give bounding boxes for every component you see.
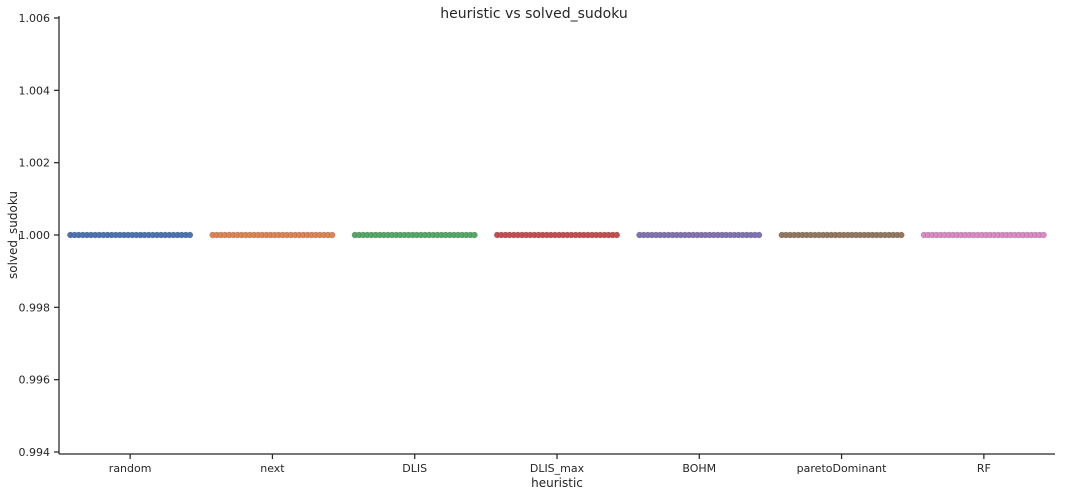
chart-title: heuristic vs solved_sudoku bbox=[440, 6, 628, 22]
data-point bbox=[898, 231, 905, 239]
series-random bbox=[67, 231, 194, 239]
y-tick-label: 1.006 bbox=[19, 12, 51, 25]
data-point bbox=[1040, 231, 1047, 239]
data-point bbox=[186, 231, 194, 239]
y-tick-label: 0.994 bbox=[19, 446, 51, 459]
series-DLIS_max bbox=[493, 231, 621, 239]
series-next bbox=[209, 231, 336, 239]
series-BOHM bbox=[636, 231, 763, 239]
y-axis-title: solved_sudoku bbox=[6, 191, 20, 279]
data-points bbox=[67, 231, 1047, 239]
x-tick-label: BOHM bbox=[682, 462, 716, 475]
x-tick-label: DLIS_max bbox=[530, 462, 585, 475]
x-axis-ticks: random next DLIS DLIS_max BOHM paretoDominant… bbox=[109, 454, 991, 475]
x-axis-title: heuristic bbox=[531, 476, 583, 490]
y-axis-ticks: 0.994 0.996 0.998 1.000 1.002 1.004 1.006 bbox=[19, 12, 59, 459]
x-tick-label: next bbox=[260, 462, 285, 475]
series-DLIS bbox=[351, 231, 478, 239]
x-tick-label: RF bbox=[977, 462, 991, 475]
y-tick-label: 1.002 bbox=[19, 157, 51, 170]
x-tick-label: random bbox=[109, 462, 152, 475]
data-point bbox=[755, 231, 763, 239]
x-tick-label: DLIS bbox=[402, 462, 427, 475]
y-tick-label: 1.004 bbox=[19, 84, 51, 97]
series-paretoDominant bbox=[778, 231, 905, 239]
series-RF bbox=[920, 231, 1047, 239]
x-tick-label: paretoDominant bbox=[797, 462, 887, 475]
y-tick-label: 0.998 bbox=[19, 301, 51, 314]
data-point bbox=[471, 231, 478, 239]
data-point bbox=[328, 231, 336, 239]
y-tick-label: 0.996 bbox=[19, 374, 51, 387]
data-point bbox=[613, 231, 621, 239]
y-tick-label: 1.000 bbox=[19, 229, 51, 242]
